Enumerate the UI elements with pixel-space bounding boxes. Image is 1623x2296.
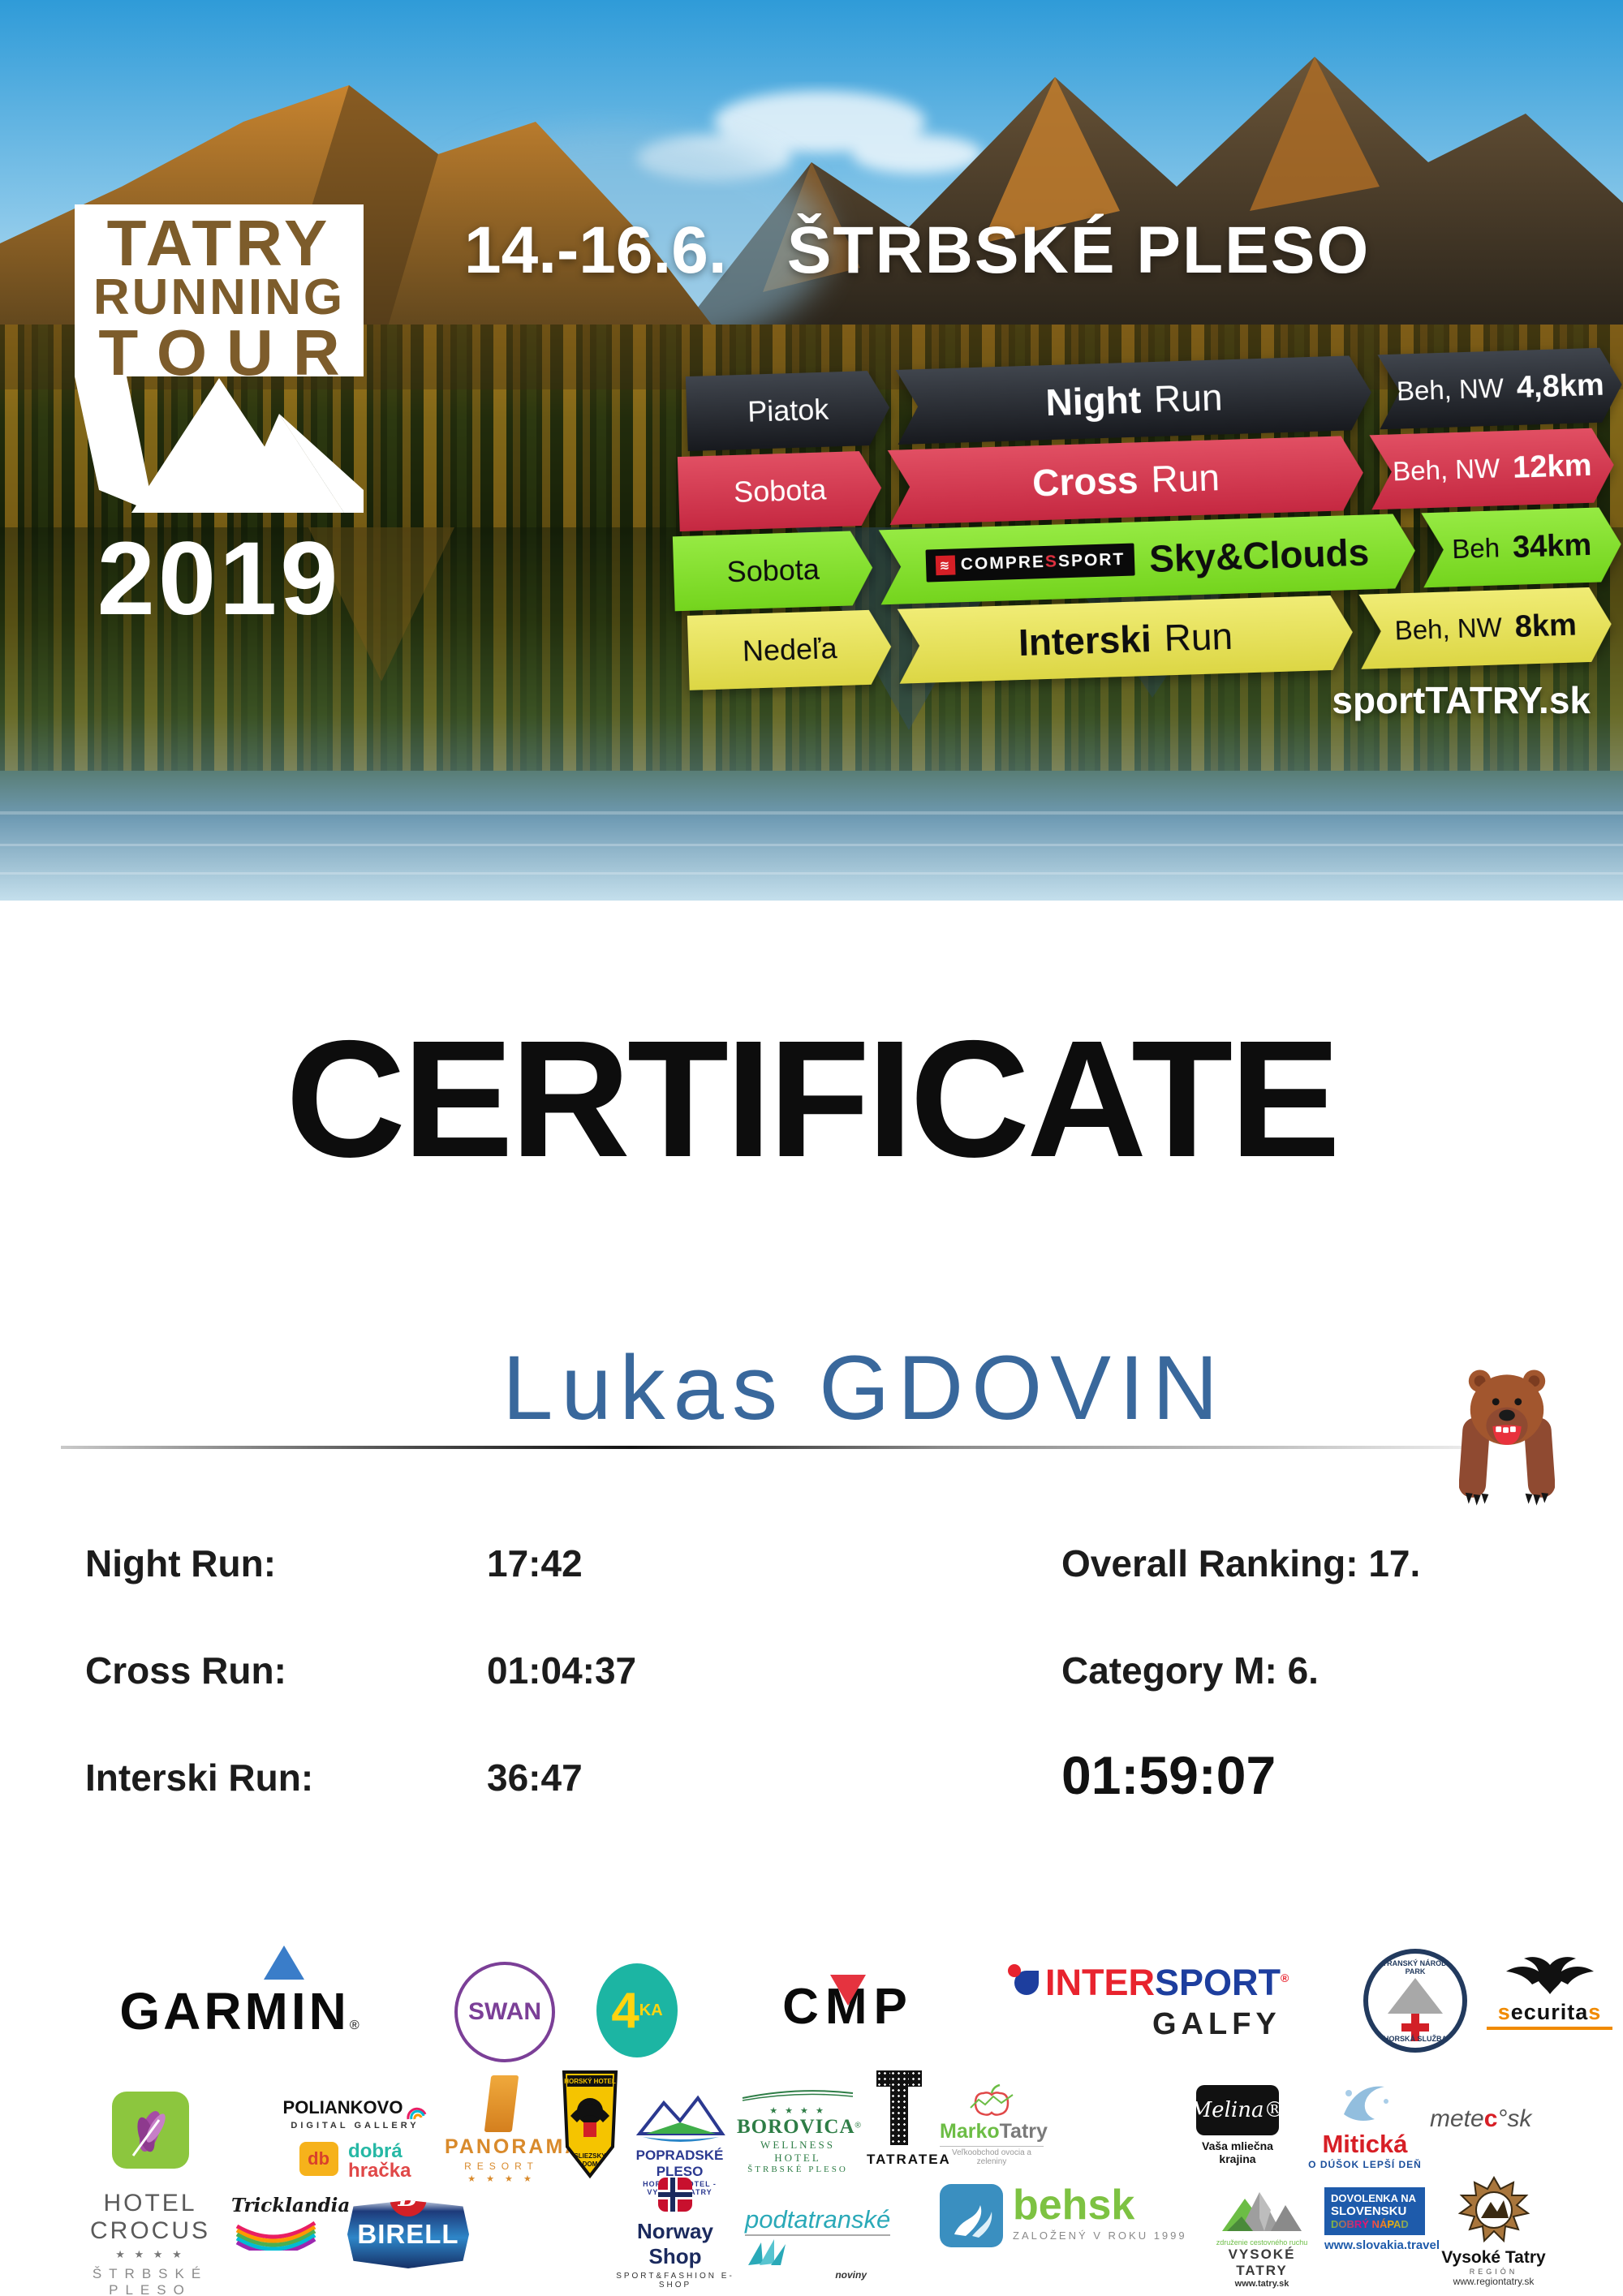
4ka-oval-icon: 4 KA [596, 1963, 678, 2057]
sponsor-podtatranske-noviny: podtatranské noviny [745, 2205, 891, 2281]
garmin-triangle-icon [264, 1946, 304, 1980]
arcs-icon [407, 2107, 427, 2120]
svg-text:HORSKÝ HOTEL: HORSKÝ HOTEL [564, 2078, 616, 2085]
event-location: ŠTRBSKÉ PLESO [786, 213, 1371, 287]
sponsor-tricklandia: Tricklandia [231, 2195, 350, 2255]
result-label-night-run: Night Run: [85, 1542, 277, 1584]
website-url: sportTATRY.sk [1332, 679, 1591, 721]
logo-mountains-icon [75, 376, 364, 513]
compressport-logo: ≋ COMPRE S SPORT [925, 544, 1135, 583]
melina-box-logo: Melina® [1190, 2085, 1285, 2135]
race-distance: Beh, NW 12km [1369, 428, 1615, 510]
event-year: 2019 [97, 521, 342, 637]
water-splash-icon [1344, 2086, 1388, 2121]
sponsor-tatratea: TATRATEA [867, 2070, 949, 2168]
mountain-icon [1388, 1977, 1443, 2014]
race-name: Interski Run [898, 595, 1354, 684]
sponsor-securitas: securitas [1487, 1954, 1612, 2030]
sponsor-melina: Melina® Vaša mliečna krajina [1190, 2085, 1285, 2165]
race-distance: Beh, NW 4,8km [1377, 347, 1623, 429]
event-date-location: 14.-16.6. ŠTRBSKÉ PLESO [464, 213, 1600, 289]
race-day: Sobota [673, 531, 874, 612]
page-title: CERTIFICATE [285, 1006, 1341, 1192]
result-value-night-run: 17:42 [487, 1542, 583, 1584]
yellow-crest-icon: HORSKÝ HOTEL SLIEZSKY DOM [562, 2070, 618, 2179]
sponsor-horsky-hotel-sliezsky-dom: HORSKÝ HOTEL SLIEZSKY DOM [560, 2069, 620, 2183]
sponsor-vysoke-tatry-association: združenie cestovného ruchu VYSOKÉ TATRY … [1209, 2184, 1315, 2289]
compressport-icon: ≋ [936, 555, 956, 575]
tanap-badge-icon: TATRANSKÝ NÁRODNÝ PARK HORSKÁ SLUŽBA [1363, 1949, 1467, 2053]
logo-word-tour: TOUR [98, 316, 359, 389]
swan-circle-icon: SWAN [454, 1962, 555, 2062]
race-day: Piatok [686, 370, 891, 451]
overall-ranking: Overall Ranking: 17. [1061, 1542, 1421, 1584]
birell-shield-logo: B BIRELL [347, 2200, 469, 2268]
hero-photo: TATRY RUNNING TOUR 2019 14.-16.6. ŠTRBSKÉ… [0, 0, 1623, 1014]
securitas-wordmark: securitas [1487, 2000, 1612, 2030]
fan-icon [748, 2239, 786, 2265]
race-name: Night Run [896, 355, 1373, 445]
cmp-triangle-icon [830, 1975, 866, 2006]
tower-icon [484, 2075, 519, 2132]
sponsor-panorama-resort: PANORAMA RESORT ★ ★ ★ ★ [445, 2075, 579, 2184]
sponsor-birell: B BIRELL [347, 2179, 469, 2268]
sponsor-behsk: behsk ZALOŽENÝ V ROKU 1999 [940, 2184, 1208, 2247]
sponsor-borovica-hotel: ★ ★ ★ ★ BOROVICA® WELLNESS HOTEL ŠTRBSKÉ… [737, 2087, 861, 2174]
sponsor-region-vysoke-tatry: Vysoké Tatry REGIÓN www.regiontatry.sk [1435, 2175, 1552, 2287]
runner-icon [940, 2184, 1003, 2247]
sponsor-meteo-sk: metec°sk [1430, 2105, 1532, 2132]
bear-mascot-icon [1459, 1369, 1555, 1506]
total-time: 01:59:07 [1061, 1745, 1276, 1805]
race-day: Nedeľa [687, 609, 893, 690]
sponsor-dovolenka-slovakia-travel: DOVOLENKA NA SLOVENSKU DOBRÝ NÁPAD www.s… [1324, 2187, 1440, 2252]
event-logo: TATRY RUNNING TOUR [75, 204, 364, 385]
polygon-mountains-icon [1222, 2192, 1302, 2231]
event-date: 14.-16.6. [464, 213, 727, 287]
sponsor-tanap-mountain-rescue: TATRANSKÝ NÁRODNÝ PARK HORSKÁ SLUŽBA [1363, 1949, 1467, 2053]
logo-word-running: RUNNING [93, 269, 346, 325]
result-label-interski-run: Interski Run: [85, 1756, 314, 1799]
result-value-interski-run: 36:47 [487, 1756, 583, 1799]
result-label-cross-run: Cross Run: [85, 1649, 286, 1692]
sponsor-swan: SWAN [454, 1962, 555, 2062]
red-cross-icon [1401, 2014, 1429, 2041]
result-value-cross-run: 01:04:37 [487, 1649, 637, 1692]
sponsor-hotel-crocus: HOTEL CROCUS ★ ★ ★ ★ ŠTRBSKÉ PLESO [49, 2092, 252, 2296]
intersport-swoosh-icon [1008, 1964, 1039, 1995]
sponsor-norway-shop: Norway Shop SPORT&FASHION E-SHOP [610, 2178, 740, 2290]
mountain-hotel-icon [635, 2095, 725, 2142]
divider-line [61, 1446, 1485, 1449]
race-day: Sobota [678, 450, 883, 531]
rainbow-wave-icon [235, 2221, 316, 2255]
sponsor-marko-tatry: MarkoTatry Veľkoobchod ovocia a zeleniny [940, 2083, 1048, 2166]
race-name: Cross Run [888, 436, 1365, 525]
birell-b-icon: B [390, 2200, 427, 2216]
recipient-name: Lukas GDOVIN [502, 1337, 1226, 1438]
category-ranking: Category M: 6. [1061, 1649, 1319, 1692]
sponsor-intersport-galfy: INTERSPORT® GALFY [1008, 1962, 1355, 2042]
sponsor-garmin: GARMIN® [61, 1946, 418, 2041]
race-distance: Beh 34km [1421, 507, 1622, 588]
eagle-icon [1505, 1957, 1594, 1994]
swoosh-lines-icon [742, 2090, 854, 2101]
sun-eagle-emblem-icon [1457, 2175, 1530, 2243]
apple-icon [970, 2083, 1014, 2116]
svg-text:DOM: DOM [583, 2161, 598, 2168]
crocus-flower-icon [111, 2092, 189, 2169]
sponsor-cmp: CMP [734, 1975, 962, 2036]
sponsor-miticka: Mitická O DÚŠOK LEPŠÍ DEŇ [1308, 2079, 1422, 2170]
race-distance: Beh, NW 8km [1358, 587, 1612, 669]
logo-word-tatry: TATRY [106, 207, 332, 279]
ornate-t-icon [876, 2070, 922, 2145]
slovakia-travel-box: DOVOLENKA NA SLOVENSKU DOBRÝ NÁPAD [1324, 2187, 1425, 2235]
dobra-hracka-icon: db [299, 2142, 338, 2176]
sponsor-4ka: 4 KA [596, 1963, 678, 2057]
sponsor-poliankovo-dobra-hracka: POLIANKOVO DIGITAL GALLERY db dobrá hračk… [268, 2097, 442, 2181]
norway-flag-icon [658, 2178, 692, 2212]
svg-text:SLIEZSKY: SLIEZSKY [574, 2152, 606, 2160]
